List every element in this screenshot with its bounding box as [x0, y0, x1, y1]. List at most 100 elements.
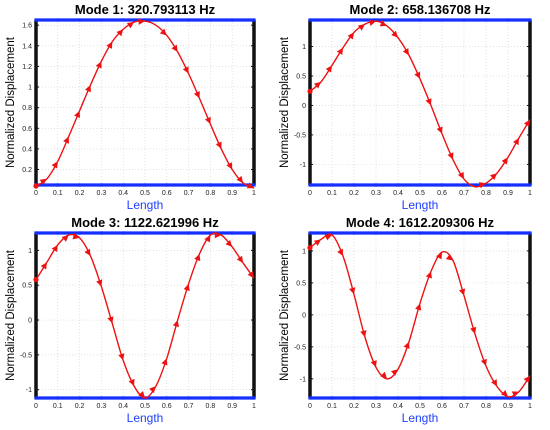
chart-title: Mode 2: 658.136708 Hz — [350, 2, 491, 17]
x-tick-label: 0.4 — [118, 403, 128, 410]
y-tick-label: 0 — [28, 318, 32, 325]
tick-mark-top — [230, 231, 234, 235]
tick-mark-bottom — [78, 183, 82, 187]
data-point-arrow — [39, 178, 47, 186]
tick-mark-bottom — [230, 183, 234, 187]
data-point-arrow — [402, 48, 409, 56]
tick-mark-bottom — [506, 183, 510, 187]
data-point-arrow — [511, 391, 519, 398]
y-tick-label: 1.4 — [22, 43, 32, 50]
tick-mark-bottom — [121, 183, 125, 187]
tick-mark-bottom — [396, 396, 400, 400]
tick-mark-top — [528, 231, 532, 235]
y-tick-label: 0.6 — [22, 126, 32, 133]
x-tick-label: 0.3 — [97, 403, 107, 410]
x-tick-label: 0 — [34, 190, 38, 197]
x-tick-label: 0.9 — [503, 403, 513, 410]
tick-mark-bottom — [143, 183, 147, 187]
mode-start-point — [33, 277, 39, 283]
y-tick-label: 0.4 — [22, 146, 32, 153]
mode-start-point — [33, 183, 39, 189]
data-point-arrow — [84, 248, 91, 256]
data-point-arrow — [403, 341, 410, 349]
data-point-arrow — [523, 119, 530, 127]
x-tick-label: 0.7 — [184, 190, 194, 197]
data-point-arrow — [51, 161, 58, 169]
data-point-arrow — [126, 22, 135, 29]
tick-mark-top — [506, 18, 510, 22]
tick-mark-bottom — [352, 183, 356, 187]
tick-mark-top — [165, 18, 169, 22]
x-tick-label: 0.7 — [459, 190, 469, 197]
data-point-arrow — [445, 254, 453, 261]
x-tick-label: 1 — [252, 190, 256, 197]
y-tick-label: 1 — [302, 248, 306, 255]
tick-mark-top — [352, 231, 356, 235]
data-point-arrow — [106, 41, 113, 49]
mode-start-point — [307, 245, 313, 251]
tick-mark-bottom — [528, 183, 532, 187]
data-point-arrow — [40, 262, 47, 270]
x-tick-label: 1 — [252, 403, 256, 410]
x-tick-label: 0.6 — [162, 403, 172, 410]
x-tick-label: 0.9 — [503, 190, 513, 197]
y-tick-label: -1 — [300, 376, 306, 383]
tick-mark-top — [396, 231, 400, 235]
tick-mark-bottom — [440, 183, 444, 187]
tick-mark-top — [121, 18, 125, 22]
tick-mark-bottom — [352, 396, 356, 400]
y-axis-label: Normalized Displacement — [279, 36, 291, 168]
tick-mark-bottom — [440, 396, 444, 400]
data-point-arrow — [96, 279, 103, 287]
tick-mark-top — [440, 18, 444, 22]
tick-mark-top — [462, 231, 466, 235]
tick-mark-top — [56, 231, 60, 235]
tick-mark-top — [165, 231, 169, 235]
x-tick-label: 0.1 — [53, 190, 63, 197]
data-point-arrow — [436, 126, 443, 134]
data-point-arrow — [204, 235, 211, 243]
data-point-arrow — [447, 152, 454, 160]
data-point-arrow — [478, 182, 486, 189]
data-point-arrow — [313, 81, 321, 89]
y-axis-label: Normalized Displacement — [5, 36, 17, 168]
data-point-arrow — [204, 116, 211, 125]
tick-mark-bottom — [165, 396, 169, 400]
x-axis-label: Length — [402, 411, 439, 425]
data-point-arrow — [415, 303, 422, 311]
tick-mark-bottom — [308, 396, 312, 400]
data-point-arrow — [246, 182, 254, 189]
x-tick-label: 1 — [528, 190, 532, 197]
data-point-arrow — [138, 391, 145, 398]
tick-mark-top — [187, 18, 191, 22]
x-tick-label: 0.3 — [97, 190, 107, 197]
data-point-arrow — [194, 253, 201, 262]
tick-mark-top — [396, 18, 400, 22]
data-point-arrow — [193, 91, 200, 99]
x-tick-label: 0.5 — [140, 403, 150, 410]
y-axis-label: Normalized Displacement — [5, 249, 17, 381]
tick-mark-bottom — [187, 396, 191, 400]
data-point-arrow — [149, 386, 156, 394]
data-point-arrow — [236, 175, 244, 183]
tick-mark-bottom — [396, 183, 400, 187]
tick-mark-top — [187, 231, 191, 235]
data-point-arrow — [360, 330, 367, 338]
data-point-arrow — [51, 244, 58, 253]
tick-mark-bottom — [121, 396, 125, 400]
x-tick-label: 0.4 — [393, 190, 403, 197]
x-tick-label: 0.2 — [75, 190, 85, 197]
data-point-arrow — [128, 378, 135, 387]
x-tick-label: 0.6 — [437, 190, 447, 197]
chart-panel-3: 0 0.1 0.2 0.3 0.4 0.5 0.6 0.7 0.8 0.9 1 -1 -0.5 0 0.5 1… — [5, 215, 256, 425]
data-point-arrow — [491, 379, 497, 387]
x-tick-label: 0.5 — [140, 190, 150, 197]
data-point-arrow — [214, 231, 222, 239]
tick-mark-top — [78, 231, 82, 235]
x-tick-label: 0.3 — [371, 190, 381, 197]
tick-mark-bottom — [462, 183, 466, 187]
tick-mark-top — [34, 18, 38, 22]
tick-mark-bottom — [56, 183, 60, 187]
chart-title: Mode 3: 1122.621996 Hz — [71, 215, 219, 230]
